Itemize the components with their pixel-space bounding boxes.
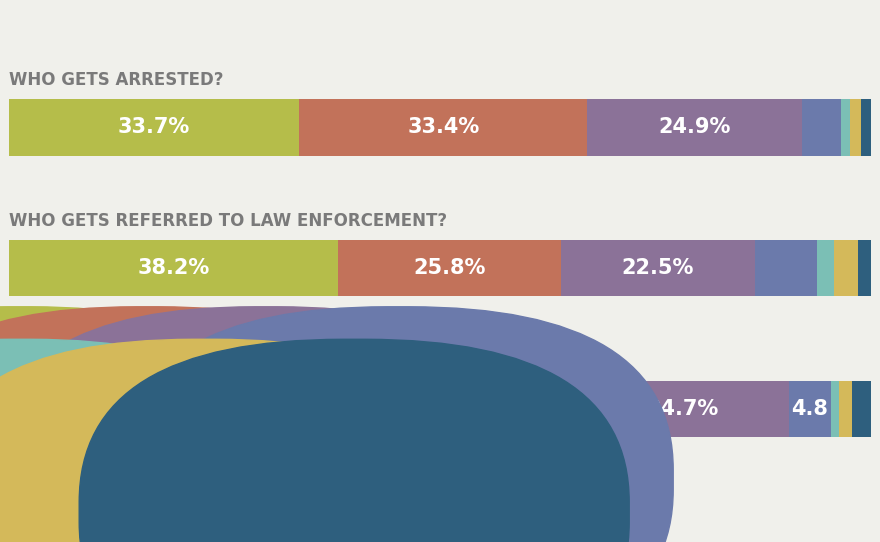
Bar: [443, 381, 576, 437]
Text: HAWAIIAN: HAWAIIAN: [222, 505, 306, 520]
Text: WHO GETS REFERRED TO LAW ENFORCEMENT?: WHO GETS REFERRED TO LAW ENFORCEMENT?: [9, 212, 447, 230]
Bar: [588, 99, 803, 156]
Bar: [561, 240, 755, 296]
Bar: [861, 99, 871, 156]
Bar: [9, 381, 443, 437]
Bar: [789, 381, 831, 437]
Bar: [858, 240, 871, 296]
Text: BLACK: BLACK: [165, 472, 218, 487]
Text: 24.7%: 24.7%: [647, 399, 719, 419]
Text: 33.7%: 33.7%: [118, 118, 190, 137]
Bar: [755, 240, 817, 296]
Text: ASIAN: ASIAN: [415, 472, 466, 487]
Text: 15.5%: 15.5%: [473, 399, 546, 419]
Text: 50.3%: 50.3%: [189, 399, 262, 419]
Bar: [576, 381, 789, 437]
Bar: [9, 99, 299, 156]
Bar: [840, 381, 852, 437]
Text: 25.8%: 25.8%: [414, 259, 486, 278]
Text: WHAT DOES OVERALL ENROLLMENT LOOK LIKE?: WHAT DOES OVERALL ENROLLMENT LOOK LIKE?: [9, 353, 458, 371]
Bar: [9, 240, 338, 296]
Bar: [850, 99, 861, 156]
Text: WHO GETS ARRESTED?: WHO GETS ARRESTED?: [9, 72, 224, 89]
Bar: [338, 240, 561, 296]
Bar: [817, 240, 834, 296]
Bar: [852, 381, 871, 437]
Text: 24.9%: 24.9%: [658, 118, 731, 137]
Text: 33.4%: 33.4%: [407, 118, 480, 137]
Text: 22.5%: 22.5%: [621, 259, 694, 278]
Bar: [299, 99, 588, 156]
Text: HISPANIC: HISPANIC: [283, 472, 361, 487]
Text: 4.8: 4.8: [791, 399, 828, 419]
Bar: [831, 381, 840, 437]
Text: NATIVE AMERICAN: NATIVE AMERICAN: [37, 505, 189, 520]
Bar: [834, 240, 858, 296]
Text: WHITE: WHITE: [37, 472, 91, 487]
Text: TWO OR MORE: TWO OR MORE: [371, 505, 493, 520]
Bar: [803, 99, 841, 156]
Bar: [841, 99, 850, 156]
Text: 38.2%: 38.2%: [137, 259, 209, 278]
